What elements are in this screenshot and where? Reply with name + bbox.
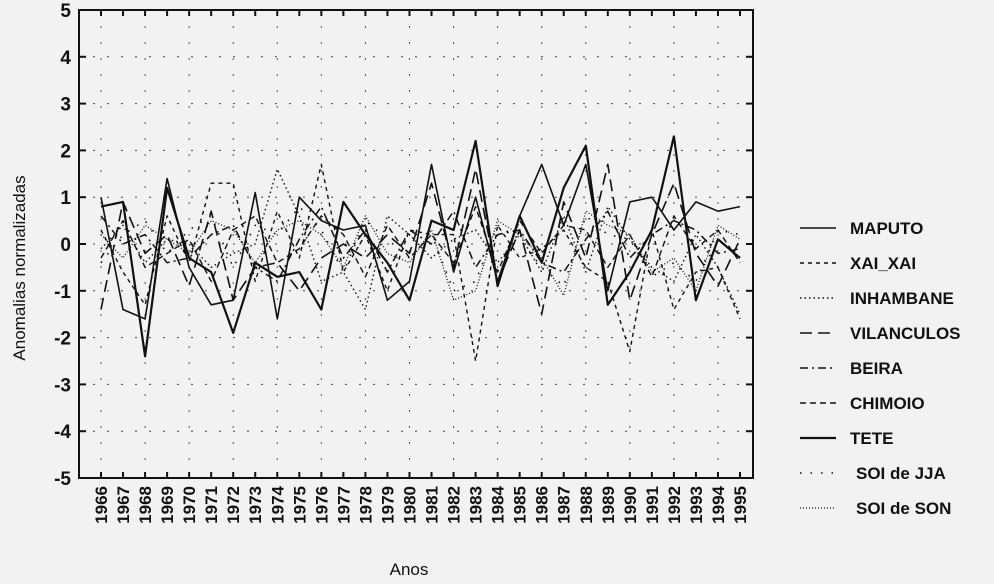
y-axis-ticks: 5 4 3 2 1 0 -1 -2 -3 -4 -5 xyxy=(54,1,753,490)
x-tick-label: 1984 xyxy=(489,485,508,523)
x-tick-label: 1989 xyxy=(599,486,618,524)
series-line-8 xyxy=(100,210,741,301)
x-tick-label: 1977 xyxy=(334,486,353,524)
x-tick-label: 1985 xyxy=(511,486,530,524)
x-tick-label: 1988 xyxy=(577,486,596,524)
legend-label-1: XAI_XAI xyxy=(850,254,916,273)
legend-label-3: VILANCULOS xyxy=(850,324,961,343)
series-line-0 xyxy=(100,163,741,320)
y-tick-label: 0 xyxy=(60,235,71,256)
x-tick-label: 1971 xyxy=(202,486,221,524)
x-tick-label: 1969 xyxy=(158,486,177,524)
x-tick-label: 1972 xyxy=(224,486,243,524)
series-line-3 xyxy=(100,163,741,316)
x-tick-label: 1978 xyxy=(356,486,375,524)
x-tick-label: 1976 xyxy=(312,486,331,524)
x-tick-label: 1975 xyxy=(290,486,309,524)
legend-label-5: CHIMOIO xyxy=(850,394,925,413)
series-line-1 xyxy=(100,163,741,362)
y-tick-label: -4 xyxy=(54,422,71,443)
x-tick-label: 1983 xyxy=(467,486,486,524)
series-lines xyxy=(100,135,741,362)
y-tick-label: 2 xyxy=(60,141,71,162)
y-tick-label: -1 xyxy=(54,282,71,303)
x-tick-label: 1991 xyxy=(643,486,662,524)
x-tick-label: 1986 xyxy=(533,486,552,524)
legend-label-0: MAPUTO xyxy=(850,219,923,238)
legend-label-6: TETE xyxy=(850,429,893,448)
x-tick-label: 1987 xyxy=(555,486,574,524)
x-tick-label: 1973 xyxy=(246,486,265,524)
y-tick-label: -2 xyxy=(54,329,71,350)
legend-label-2: INHAMBANE xyxy=(850,289,954,308)
series-line-4 xyxy=(100,205,741,283)
legend: MAPUTO XAI_XAI INHAMBANE VILANCULOS BEIRA CHI… xyxy=(800,219,961,518)
x-tick-label: 1980 xyxy=(400,486,419,524)
x-tick-label: 1968 xyxy=(136,486,155,524)
y-tick-label: -5 xyxy=(54,469,71,490)
x-tick-label: 1994 xyxy=(709,485,728,523)
x-tick-label: 1981 xyxy=(423,486,442,524)
legend-label-7: SOI de JJA xyxy=(856,464,946,483)
x-tick-label: 1967 xyxy=(114,486,133,524)
y-tick-label: 1 xyxy=(60,188,71,209)
x-axis-title: Anos xyxy=(390,560,429,579)
x-tick-label: 1990 xyxy=(621,486,640,524)
series-line-6 xyxy=(100,135,741,358)
x-axis-ticks: 1966 1967 1968 1969 1970 1971 1972 1973 1974 1975… xyxy=(92,10,750,524)
y-axis-title: Anomalias normalizadas xyxy=(10,175,29,360)
x-tick-label: 1974 xyxy=(268,485,287,523)
x-tick-label: 1970 xyxy=(180,486,199,524)
x-tick-label: 1995 xyxy=(731,486,750,524)
x-tick-label: 1966 xyxy=(92,486,111,524)
grid-lines xyxy=(79,10,753,478)
y-tick-label: -3 xyxy=(54,375,71,396)
x-tick-label: 1992 xyxy=(665,486,684,524)
y-tick-label: 3 xyxy=(60,95,71,116)
legend-label-4: BEIRA xyxy=(850,359,903,378)
y-tick-label: 5 xyxy=(60,1,71,22)
x-tick-label: 1982 xyxy=(445,486,464,524)
legend-label-8: SOI de SON xyxy=(856,499,951,518)
x-tick-label: 1979 xyxy=(378,486,397,524)
y-tick-label: 4 xyxy=(60,48,71,69)
x-tick-label: 1993 xyxy=(687,486,706,524)
